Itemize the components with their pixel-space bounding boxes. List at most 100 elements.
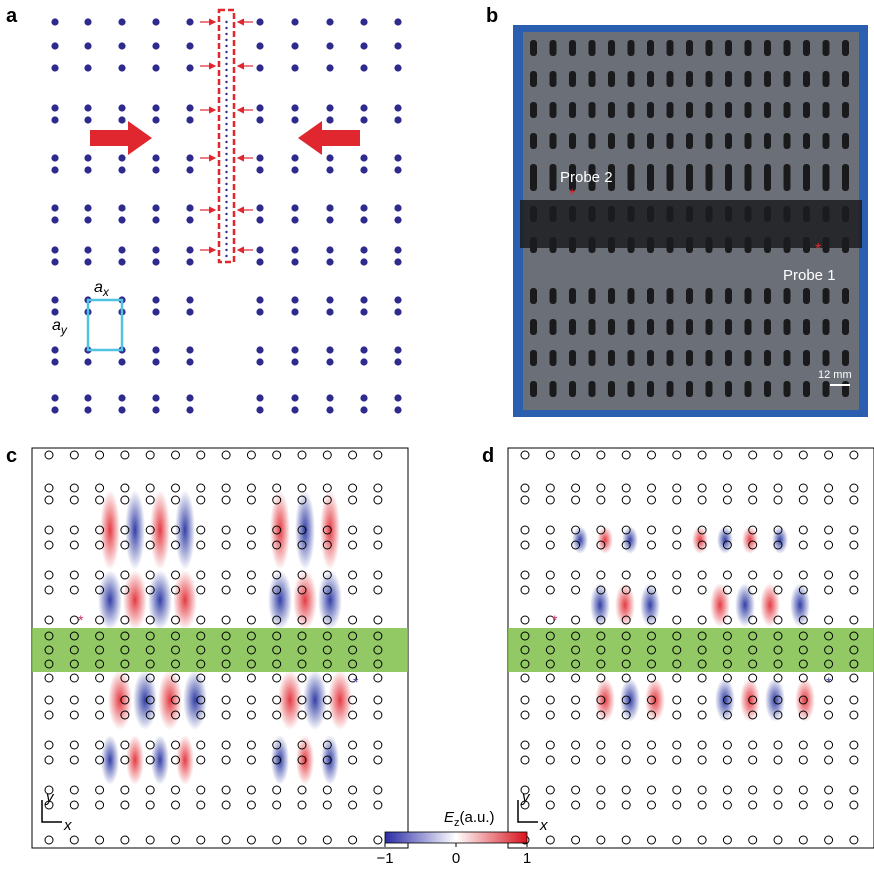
panel-label: c [6, 445, 17, 467]
rod [608, 350, 615, 366]
lattice-dot [118, 104, 125, 111]
waveguide-dot [225, 231, 227, 233]
rod [589, 102, 596, 118]
lattice-dot [291, 296, 298, 303]
rod [764, 381, 771, 397]
lattice-dot [394, 18, 401, 25]
rod [569, 133, 576, 149]
lattice-dot [291, 406, 298, 413]
panel-c: **yx [32, 448, 408, 848]
lattice-dot [118, 166, 125, 173]
lattice-dot [186, 246, 193, 253]
rod [784, 40, 791, 56]
waveguide-dot [225, 219, 227, 221]
rod [745, 288, 752, 304]
lattice-dot [118, 42, 125, 49]
field-lobe [590, 583, 610, 627]
rod [725, 71, 732, 87]
rod [667, 175, 674, 191]
rod [823, 133, 830, 149]
rod [745, 133, 752, 149]
rod [530, 102, 537, 118]
waveguide-dot [225, 57, 227, 59]
lattice-dot [186, 258, 193, 265]
lattice-dot [291, 216, 298, 223]
rod [725, 319, 732, 335]
lattice-dot [291, 166, 298, 173]
rod [803, 71, 810, 87]
panel-b: ** [513, 25, 868, 417]
rod [608, 71, 615, 87]
big-arrow [90, 121, 152, 155]
lattice-dot [256, 64, 263, 71]
lattice-dot [326, 116, 333, 123]
rod [628, 175, 635, 191]
rod [589, 288, 596, 304]
lattice-dot [291, 394, 298, 401]
waveguide-dot [225, 153, 227, 155]
rod [530, 350, 537, 366]
lattice-dot [326, 258, 333, 265]
lattice-dot [256, 154, 263, 161]
lattice-dot [360, 64, 367, 71]
lattice-dot [51, 296, 58, 303]
rod [784, 175, 791, 191]
rod [803, 288, 810, 304]
lattice-dot [256, 204, 263, 211]
lattice-dot [326, 296, 333, 303]
lattice-dot [186, 394, 193, 401]
waveguide-dot [225, 27, 227, 29]
lattice-dot [360, 246, 367, 253]
rod [550, 40, 557, 56]
rod [706, 102, 713, 118]
waveguide-dot [225, 183, 227, 185]
lattice-dot [256, 104, 263, 111]
rod [842, 288, 849, 304]
big-arrow [298, 121, 360, 155]
rod [745, 319, 752, 335]
lattice-dot [256, 18, 263, 25]
lattice-dot [360, 346, 367, 353]
field-lobe [710, 583, 730, 627]
lattice-dot [152, 42, 159, 49]
rod [745, 102, 752, 118]
lattice-dot [51, 246, 58, 253]
rod [530, 381, 537, 397]
lattice-dot [326, 42, 333, 49]
lattice-dot [256, 42, 263, 49]
rod [784, 288, 791, 304]
lattice-dot [360, 216, 367, 223]
panel-label: a [6, 5, 18, 27]
rod [647, 175, 654, 191]
waveguide-dot [225, 201, 227, 203]
rod [628, 288, 635, 304]
lattice-dot [394, 204, 401, 211]
waveguide-dot [225, 51, 227, 53]
lattice-dot [360, 308, 367, 315]
waveguide-dot [225, 117, 227, 119]
rod [647, 102, 654, 118]
rod [589, 319, 596, 335]
rod [550, 319, 557, 335]
lattice-dot [360, 296, 367, 303]
rod [842, 350, 849, 366]
waveguide-dot [225, 225, 227, 227]
lattice-dot [326, 154, 333, 161]
rod [608, 133, 615, 149]
waveguide-dot [225, 87, 227, 89]
waveguide-dot [225, 141, 227, 143]
lattice-dot [152, 18, 159, 25]
lattice-dot [326, 308, 333, 315]
lattice-dot [291, 346, 298, 353]
lattice-dot [291, 42, 298, 49]
rod [706, 288, 713, 304]
lattice-dot [84, 394, 91, 401]
lattice-dot [326, 216, 333, 223]
rod [667, 350, 674, 366]
field-lobe [268, 570, 292, 630]
lattice-label: ay [52, 317, 68, 337]
waveguide-dot [225, 99, 227, 101]
lattice-dot [186, 154, 193, 161]
rod [589, 381, 596, 397]
lattice-dot [186, 18, 193, 25]
